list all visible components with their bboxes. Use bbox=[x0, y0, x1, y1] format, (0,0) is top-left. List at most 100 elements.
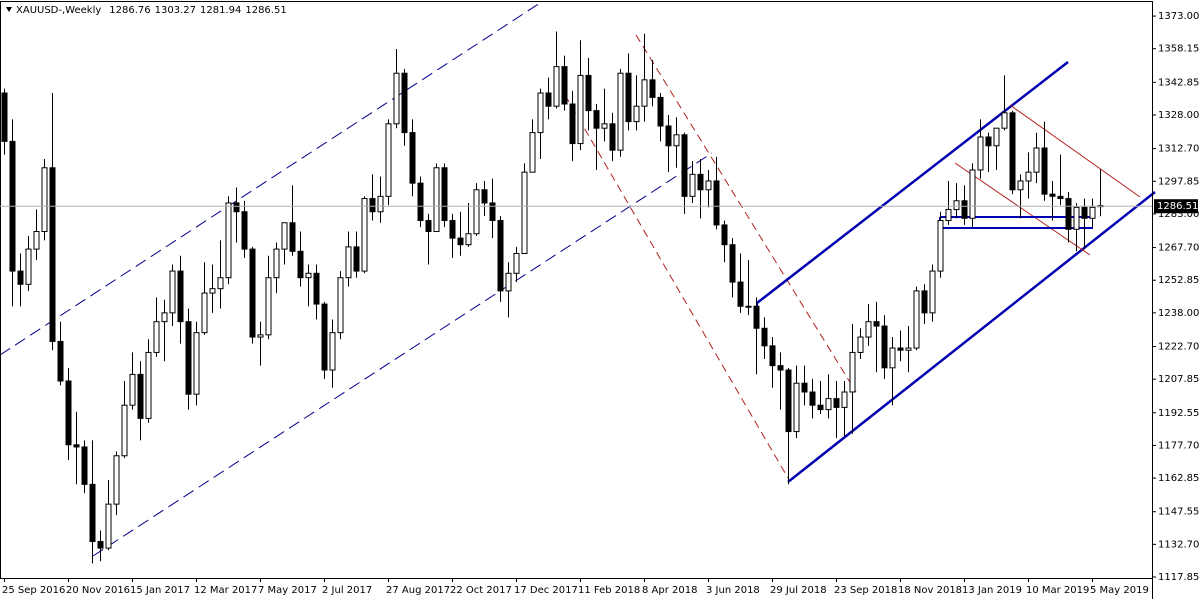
header-value: 1303.27 bbox=[155, 5, 196, 16]
candle-body bbox=[145, 351, 152, 419]
candle-body bbox=[593, 110, 600, 129]
candle-body bbox=[697, 173, 704, 191]
candle-body bbox=[433, 167, 440, 233]
candle-body bbox=[985, 136, 992, 147]
x-tick-label: 22 Oct 2017 bbox=[450, 585, 512, 596]
y-tick-label: 1267.70 bbox=[1158, 243, 1199, 254]
candle-body bbox=[777, 365, 784, 371]
y-tick-label: 1358.15 bbox=[1158, 44, 1199, 55]
candle-body bbox=[537, 92, 544, 134]
y-tick-label: 1177.70 bbox=[1158, 440, 1199, 451]
x-tick-label: 11 Feb 2018 bbox=[578, 585, 640, 596]
channel-line bbox=[1009, 104, 1141, 198]
candle-body bbox=[409, 132, 416, 184]
candle-body bbox=[801, 382, 808, 393]
candle-body bbox=[113, 455, 120, 505]
candle-body bbox=[201, 292, 208, 334]
y-tick-label: 1373.00 bbox=[1158, 11, 1199, 22]
candle-body bbox=[793, 382, 800, 433]
candle-body bbox=[633, 105, 640, 123]
candle-body bbox=[385, 123, 392, 197]
candle-body bbox=[673, 134, 680, 147]
candle-body bbox=[249, 248, 256, 338]
candle-body bbox=[193, 332, 200, 395]
candle-body bbox=[1017, 180, 1024, 191]
y-tick-label: 1312.70 bbox=[1158, 144, 1199, 155]
candle-body bbox=[689, 173, 696, 197]
candle-body bbox=[945, 209, 952, 222]
candle-body bbox=[505, 272, 512, 292]
candle-body bbox=[657, 96, 664, 127]
y-tick-label: 1162.85 bbox=[1158, 473, 1199, 484]
candle-body bbox=[977, 136, 984, 171]
x-tick-label: 15 Jan 2017 bbox=[130, 585, 190, 596]
candle-body bbox=[481, 189, 488, 204]
header-value: 1281.94 bbox=[200, 5, 241, 16]
candle-body bbox=[649, 79, 656, 98]
candle-body bbox=[665, 125, 672, 147]
candle-body bbox=[1073, 206, 1080, 230]
candle-body bbox=[81, 446, 88, 485]
candle-body bbox=[601, 123, 608, 129]
y-tick-label: 1328.00 bbox=[1158, 110, 1199, 121]
candle-body bbox=[273, 248, 280, 279]
candle-body bbox=[153, 321, 160, 353]
candle-body bbox=[121, 404, 128, 457]
x-tick-label: 17 Dec 2017 bbox=[514, 585, 578, 596]
y-tick-label: 1117.85 bbox=[1158, 572, 1199, 583]
candle-body bbox=[465, 233, 472, 246]
candle-body bbox=[817, 404, 824, 411]
candle-body bbox=[969, 169, 976, 219]
x-tick-label: 25 Sep 2016 bbox=[2, 585, 65, 596]
y-tick-label: 1192.55 bbox=[1158, 408, 1199, 419]
x-tick-label: 10 Mar 2019 bbox=[1026, 585, 1089, 596]
candle-body bbox=[721, 224, 728, 246]
x-tick-label: 8 Apr 2018 bbox=[642, 585, 697, 596]
candle-body bbox=[745, 305, 752, 308]
candle-body bbox=[449, 220, 456, 239]
candle-body bbox=[913, 290, 920, 349]
candle-body bbox=[25, 248, 32, 285]
candle-body bbox=[809, 391, 816, 406]
x-tick-label: 2 Jul 2017 bbox=[322, 585, 372, 596]
candle-body bbox=[1041, 147, 1048, 195]
candle-body bbox=[337, 277, 344, 334]
candle-body bbox=[73, 444, 80, 448]
candle-body bbox=[545, 92, 552, 107]
candle-body bbox=[681, 134, 688, 197]
candle-body bbox=[257, 334, 264, 338]
candle-body bbox=[521, 171, 528, 255]
candle-body bbox=[441, 167, 448, 222]
candle-body bbox=[865, 321, 872, 338]
candle-body bbox=[617, 72, 624, 151]
candle-body bbox=[897, 347, 904, 351]
candle-body bbox=[41, 167, 48, 233]
candle-body bbox=[849, 351, 856, 393]
candle-body bbox=[609, 123, 616, 151]
candle-body bbox=[561, 66, 568, 105]
candle-body bbox=[569, 103, 576, 145]
x-tick-label: 3 Jun 2018 bbox=[706, 585, 760, 596]
candle-body bbox=[1057, 195, 1064, 200]
candle-body bbox=[929, 270, 936, 314]
candle-body bbox=[993, 127, 1000, 147]
candle-body bbox=[841, 391, 848, 408]
candle-body bbox=[737, 281, 744, 307]
y-tick-label: 1283.00 bbox=[1158, 209, 1199, 220]
candle-body bbox=[57, 340, 64, 382]
channel-line bbox=[756, 61, 1069, 304]
y-tick-label: 1238.00 bbox=[1158, 308, 1199, 319]
last-price-label: 1286.51 bbox=[1157, 201, 1198, 212]
x-tick-label: 20 Nov 2016 bbox=[66, 585, 130, 596]
candle-body bbox=[753, 305, 760, 329]
candle-body bbox=[1089, 206, 1096, 219]
candle-body bbox=[281, 222, 288, 250]
channel-line bbox=[635, 34, 857, 393]
candle-body bbox=[705, 180, 712, 191]
candle-body bbox=[457, 237, 464, 246]
candle-body bbox=[825, 398, 832, 411]
candle-body bbox=[905, 347, 912, 351]
candle-body bbox=[881, 325, 888, 369]
candle-body bbox=[185, 321, 192, 395]
